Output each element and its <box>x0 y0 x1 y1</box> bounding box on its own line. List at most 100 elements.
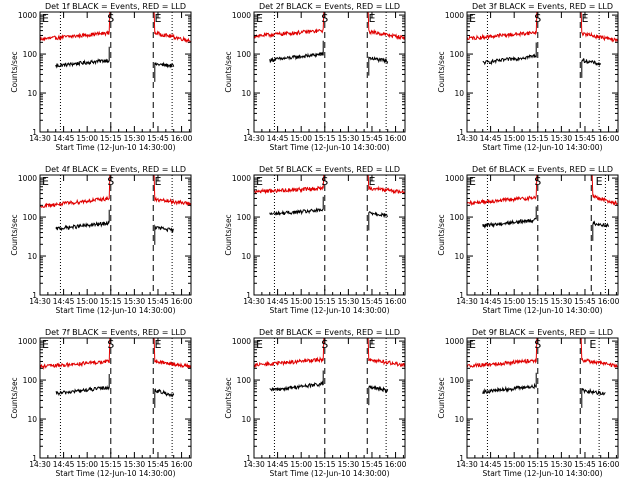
y-tick-label: 1000 <box>445 11 464 20</box>
y-tick-label: 1 <box>246 128 251 137</box>
y-tick-label: 1 <box>459 454 464 463</box>
lld-line <box>367 175 405 195</box>
x-tick-label: 15:00 <box>76 134 98 143</box>
x-tick-label: 14:30 <box>29 460 51 469</box>
marker-e: E <box>469 338 476 351</box>
y-tick-label: 10 <box>454 89 464 98</box>
x-axis-label: Start Time (12-Jun-10 14:30:00) <box>56 469 176 478</box>
x-tick-label: 14:30 <box>243 460 265 469</box>
y-tick-label: 10 <box>241 415 251 424</box>
y-tick-label: 100 <box>450 376 465 385</box>
x-axis-label: Start Time (12-Jun-10 14:30:00) <box>270 143 390 152</box>
x-axis-label: Start Time (12-Jun-10 14:30:00) <box>483 306 603 315</box>
marker-e: E <box>256 175 263 188</box>
lld-line <box>153 175 191 207</box>
x-tick-label: 16:00 <box>385 297 407 306</box>
events-line <box>592 220 610 241</box>
events-line <box>154 61 175 82</box>
x-tick-label: 16:00 <box>171 460 193 469</box>
lld-line <box>367 12 405 41</box>
x-tick-label: 15:00 <box>503 134 525 143</box>
plot-frame <box>39 337 192 459</box>
x-axis-label: Start Time (12-Jun-10 14:30:00) <box>483 469 603 478</box>
x-tick-label: 15:15 <box>527 134 549 143</box>
x-tick-label: 14:30 <box>243 134 265 143</box>
x-tick-label: 15:45 <box>361 134 383 143</box>
y-tick-label: 1000 <box>18 337 37 346</box>
panel-title: Det 2f BLACK = Events, RED = LLD <box>259 2 400 11</box>
marker-s: S <box>321 175 328 188</box>
panel-title: Det 9f BLACK = Events, RED = LLD <box>472 328 613 337</box>
y-tick-label: 100 <box>450 213 465 222</box>
y-tick-label: 1 <box>32 291 37 300</box>
panel-title: Det 3f BLACK = Events, RED = LLD <box>472 2 613 11</box>
y-tick-label: 100 <box>450 50 465 59</box>
lld-line <box>467 175 538 207</box>
x-tick-label: 15:00 <box>290 460 312 469</box>
x-tick-label: 14:45 <box>267 134 289 143</box>
plot-area <box>40 175 191 295</box>
events-line <box>482 372 537 394</box>
x-axis-label: Start Time (12-Jun-10 14:30:00) <box>56 306 176 315</box>
marker-e: E <box>469 175 476 188</box>
marker-s: S <box>534 338 541 351</box>
x-tick-label: 14:30 <box>456 297 478 306</box>
events-line <box>269 40 324 64</box>
x-tick-label: 15:15 <box>100 134 122 143</box>
events-line <box>368 55 389 76</box>
panel-title: Det 1f BLACK = Events, RED = LLD <box>45 2 186 11</box>
lld-line <box>580 338 618 368</box>
x-tick-label: 15:15 <box>314 297 336 306</box>
marker-e: E <box>589 338 596 351</box>
x-tick-label: 15:30 <box>124 134 146 143</box>
plot-frame <box>253 174 406 296</box>
panel-title: Det 8f BLACK = Events, RED = LLD <box>259 328 400 337</box>
marker-e: E <box>596 175 603 188</box>
x-tick-label: 15:00 <box>290 297 312 306</box>
x-tick-label: 15:30 <box>338 297 360 306</box>
x-tick-label: 15:45 <box>147 460 169 469</box>
y-tick-label: 1 <box>32 454 37 463</box>
events-line <box>154 388 175 408</box>
marker-s: S <box>107 338 114 351</box>
y-axis-label: Counts/sec <box>437 51 446 92</box>
x-tick-label: 15:30 <box>338 460 360 469</box>
x-tick-label: 15:45 <box>361 297 383 306</box>
x-axis-label: Start Time (12-Jun-10 14:30:00) <box>270 306 390 315</box>
plot-area <box>467 175 618 295</box>
plot-area <box>40 12 191 132</box>
x-tick-label: 15:30 <box>551 134 573 143</box>
x-tick-label: 14:30 <box>29 134 51 143</box>
y-axis-label: Counts/sec <box>437 377 446 418</box>
x-tick-label: 15:45 <box>574 460 596 469</box>
y-tick-label: 1000 <box>445 337 464 346</box>
lld-line <box>367 338 405 368</box>
x-axis-label: Start Time (12-Jun-10 14:30:00) <box>483 143 603 152</box>
y-tick-label: 1 <box>459 128 464 137</box>
marker-e: E <box>256 12 263 25</box>
lld-line <box>40 338 111 371</box>
x-tick-label: 15:30 <box>551 460 573 469</box>
y-tick-label: 1000 <box>18 11 37 20</box>
marker-s: S <box>107 175 114 188</box>
lld-line <box>254 338 325 368</box>
y-axis-label: Counts/sec <box>437 214 446 255</box>
plot-area <box>254 338 405 458</box>
y-tick-label: 1 <box>459 291 464 300</box>
x-tick-label: 15:30 <box>124 460 146 469</box>
x-tick-label: 14:45 <box>480 297 502 306</box>
y-tick-label: 10 <box>454 415 464 424</box>
lld-line <box>153 12 191 44</box>
plot-area <box>467 338 618 458</box>
lld-line <box>467 338 538 368</box>
panel-title: Det 4f BLACK = Events, RED = LLD <box>45 165 186 174</box>
x-tick-label: 16:00 <box>171 134 193 143</box>
lld-line <box>467 12 538 41</box>
y-axis-label: Counts/sec <box>10 51 19 92</box>
marker-e: E <box>368 12 375 25</box>
